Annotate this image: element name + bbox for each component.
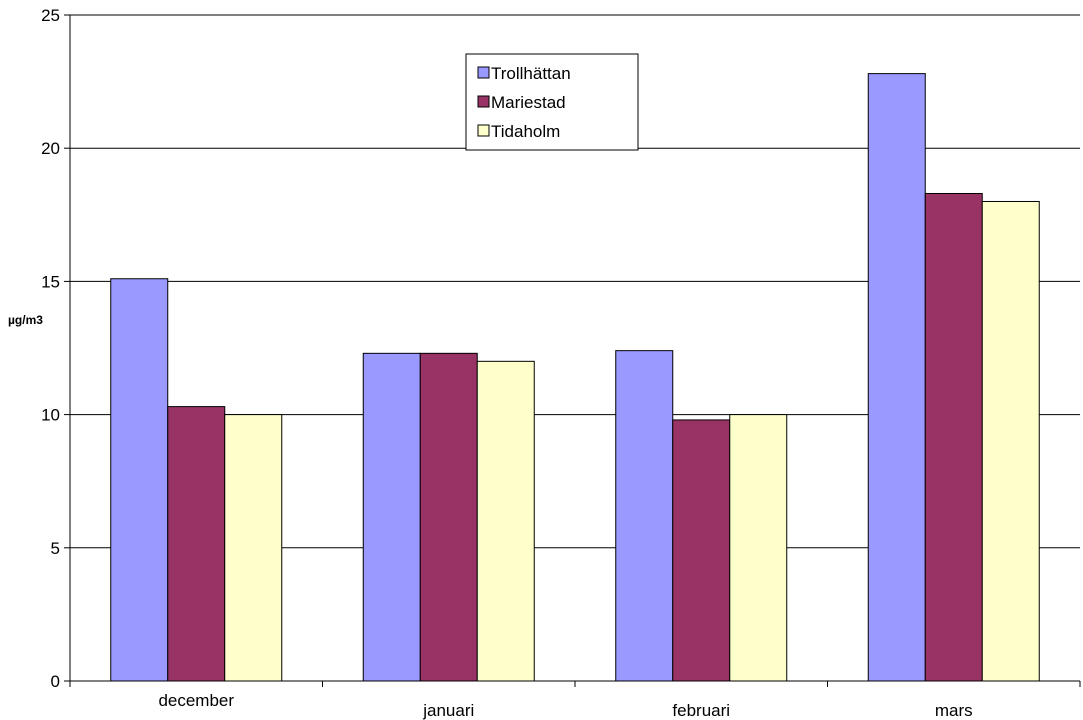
legend-swatch xyxy=(477,66,490,79)
bar-mariestad-januari xyxy=(419,352,478,682)
bar-tidaholm-februari xyxy=(729,414,788,682)
bar-mariestad-december xyxy=(167,406,226,682)
bar-tidaholm-mars xyxy=(981,200,1040,682)
bar-tidaholm-januari xyxy=(476,360,535,682)
legend-swatch xyxy=(477,124,490,137)
bar-tidaholm-december xyxy=(224,414,283,682)
bar-trollh-ttan-februari xyxy=(615,350,674,682)
bars xyxy=(110,73,1040,682)
y-tick-label: 15 xyxy=(41,272,60,291)
legend-swatch xyxy=(477,95,490,108)
legend-label: Tidaholm xyxy=(491,122,560,141)
legend-box xyxy=(465,53,639,151)
x-tick-labels: december januari februari mars xyxy=(69,681,1081,720)
y-tick-labels: 0 5 10 15 20 25 xyxy=(41,6,70,691)
x-tick-label: mars xyxy=(935,701,973,720)
bar-trollh-ttan-januari xyxy=(362,352,421,682)
bar-mariestad-mars xyxy=(924,192,983,682)
legend-label: Mariestad xyxy=(491,93,566,112)
x-tick-label: januari xyxy=(422,701,474,720)
x-tick-label: februari xyxy=(672,701,730,720)
y-tick-label: 25 xyxy=(41,6,60,25)
bar-trollh-ttan-december xyxy=(110,278,169,682)
y-tick-label: 20 xyxy=(41,139,60,158)
y-tick-label: 5 xyxy=(51,539,60,558)
x-tick-label: december xyxy=(158,691,234,710)
legend-label: Trollhättan xyxy=(491,64,571,83)
y-tick-label: 0 xyxy=(51,672,60,691)
legend: Trollhättan Mariestad Tidaholm xyxy=(465,53,639,151)
bar-mariestad-februari xyxy=(672,419,731,682)
bar-trollh-ttan-mars xyxy=(867,73,926,682)
y-tick-label: 10 xyxy=(41,406,60,425)
y-axis-label: µg/m3 xyxy=(8,313,43,327)
